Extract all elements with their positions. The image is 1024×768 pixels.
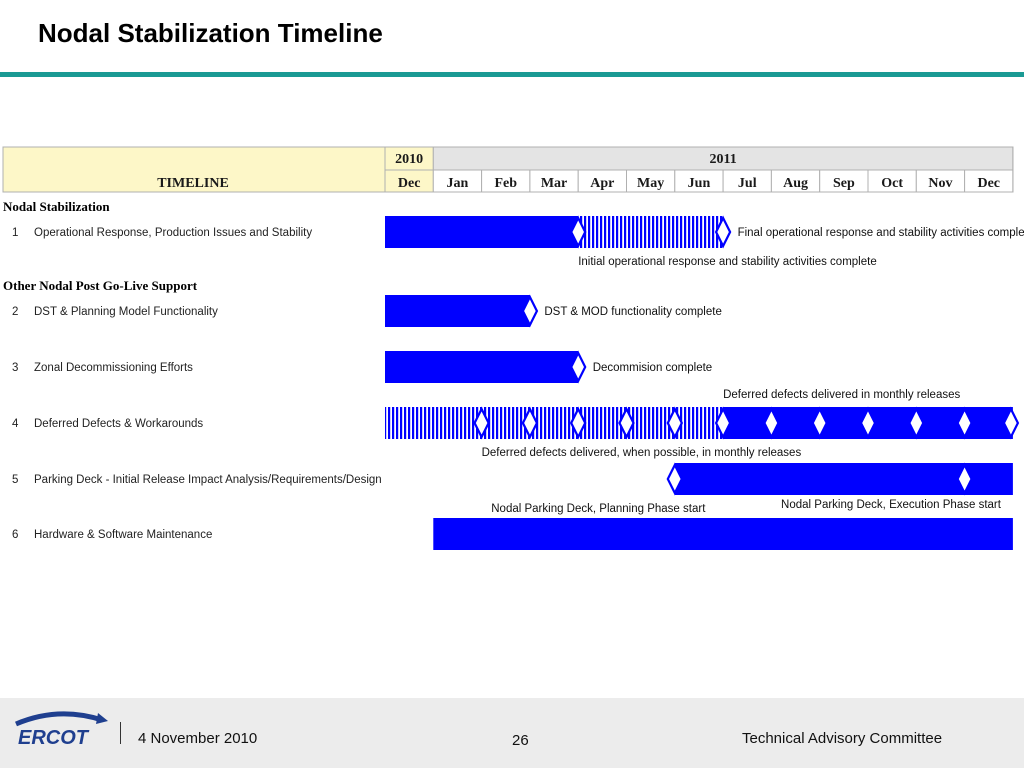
month-label: Jul: [738, 176, 757, 191]
milestone-diamond: [859, 406, 877, 440]
milestone-annotation: Nodal Parking Deck, Execution Phase star…: [781, 499, 1002, 511]
year-label: 2010: [395, 152, 423, 167]
month-label: Aug: [783, 176, 808, 191]
task-number: 5: [12, 474, 18, 486]
task-row: 5 Parking Deck - Initial Release Impact A…: [12, 462, 1013, 515]
timeline-label: TIMELINE: [157, 176, 229, 191]
task-name: Operational Response, Production Issues …: [34, 227, 312, 239]
section-label: Nodal Stabilization: [3, 199, 110, 214]
milestone-diamond: [956, 462, 973, 496]
task-row: 4 Deferred Defects & Workarounds Deferred …: [12, 389, 1020, 459]
milestone-annotation: DST & MOD functionality complete: [544, 306, 721, 318]
task-name: Deferred Defects & Workarounds: [34, 418, 203, 430]
solid-bar: [385, 351, 579, 383]
title-divider: [0, 72, 1024, 77]
milestone-diamond: [763, 406, 780, 440]
section-label: Other Nodal Post Go-Live Support: [3, 278, 198, 293]
logo-text: ERCOT: [18, 727, 90, 748]
solid-bar: [385, 216, 579, 248]
month-label: Nov: [928, 176, 952, 191]
footer: ERCOT 4 November 2010 26 Technical Advis…: [0, 698, 1024, 768]
task-row: 3 Zonal Decommissioning Efforts Decommisio…: [12, 350, 713, 384]
timeline-header-cell: [3, 147, 385, 192]
page-number: 26: [512, 732, 529, 749]
ercot-logo: ERCOT: [15, 711, 108, 748]
task-name: Parking Deck - Initial Release Impact An…: [34, 474, 382, 486]
footer-date: 4 November 2010: [138, 730, 258, 747]
footer-organization: Technical Advisory Committee: [742, 730, 943, 747]
task-number: 6: [12, 529, 18, 541]
milestone-diamond: [521, 406, 539, 440]
month-label: Sep: [833, 176, 855, 191]
task-number: 4: [12, 418, 19, 430]
hatched-bar: [578, 216, 724, 248]
milestone-diamond: [618, 406, 635, 440]
month-label: Dec: [977, 176, 1000, 191]
milestone-diamond: [1002, 406, 1020, 440]
task-number: 3: [12, 362, 18, 374]
month-label: Oct: [881, 176, 903, 191]
milestone-diamond: [521, 294, 539, 328]
milestone-diamond: [473, 406, 490, 440]
milestone-annotation: Final operational response and stability…: [738, 227, 1024, 239]
year-label: 2011: [709, 152, 736, 167]
solid-bar: [433, 518, 1013, 550]
month-label: Dec: [398, 176, 421, 191]
milestone-diamond: [569, 215, 587, 249]
solid-bar: [385, 295, 530, 327]
milestone-annotation: Deferred defects delivered, when possibl…: [482, 447, 802, 459]
milestone-diamond: [666, 406, 684, 440]
task-row: 1 Operational Response, Production Issues…: [12, 215, 1024, 268]
task-name: DST & Planning Model Functionality: [34, 306, 218, 318]
task-number: 1: [12, 227, 18, 239]
footer-divider: [120, 722, 121, 744]
month-label: Mar: [541, 176, 567, 191]
task-name: Zonal Decommissioning Efforts: [34, 362, 193, 374]
milestone-diamond: [811, 406, 828, 440]
milestone-annotation: Initial operational response and stabili…: [578, 256, 877, 268]
milestone-diamond: [666, 462, 684, 496]
milestone-diamond: [956, 406, 973, 440]
milestone-annotation: Nodal Parking Deck, Planning Phase start: [491, 503, 706, 515]
task-number: 2: [12, 306, 18, 318]
page-title: Nodal Stabilization Timeline: [38, 18, 383, 48]
task-name: Hardware & Software Maintenance: [34, 529, 212, 541]
header-border: [2, 146, 1014, 193]
month-label: Jan: [447, 176, 469, 191]
month-label: Feb: [494, 176, 517, 191]
milestone-diamond: [908, 406, 925, 440]
milestone-annotation: Deferred defects delivered in monthly re…: [723, 389, 960, 401]
milestone-annotation: Decommision complete: [593, 362, 713, 374]
month-label: Jun: [688, 176, 711, 191]
month-label: May: [637, 176, 664, 191]
month-label: Apr: [590, 176, 614, 191]
milestone-diamond: [714, 215, 732, 249]
milestone-diamond: [569, 350, 587, 384]
task-row: 2 DST & Planning Model Functionality DST &…: [12, 294, 722, 328]
milestone-diamond: [569, 406, 587, 440]
milestone-diamond: [714, 406, 732, 440]
task-row: 6 Hardware & Software Maintenance: [12, 518, 1013, 550]
